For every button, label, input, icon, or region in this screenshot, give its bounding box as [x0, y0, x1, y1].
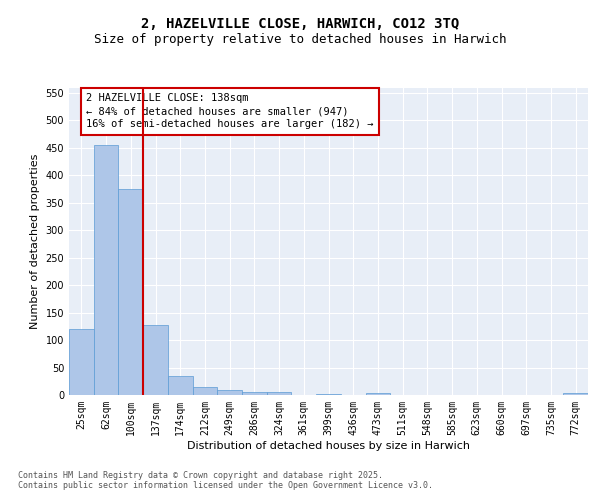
X-axis label: Distribution of detached houses by size in Harwich: Distribution of detached houses by size … — [187, 440, 470, 450]
Text: 2, HAZELVILLE CLOSE, HARWICH, CO12 3TQ: 2, HAZELVILLE CLOSE, HARWICH, CO12 3TQ — [141, 18, 459, 32]
Bar — [563, 393, 588, 395]
Bar — [316, 394, 341, 395]
Bar — [69, 329, 94, 395]
Bar — [193, 388, 217, 395]
Bar — [267, 392, 292, 395]
Bar — [242, 392, 267, 395]
Bar — [365, 394, 390, 395]
Bar — [94, 145, 118, 395]
Bar — [143, 324, 168, 395]
Bar — [217, 390, 242, 395]
Bar — [168, 376, 193, 395]
Text: 2 HAZELVILLE CLOSE: 138sqm
← 84% of detached houses are smaller (947)
16% of sem: 2 HAZELVILLE CLOSE: 138sqm ← 84% of deta… — [86, 93, 373, 130]
Text: Contains HM Land Registry data © Crown copyright and database right 2025.
Contai: Contains HM Land Registry data © Crown c… — [18, 470, 433, 490]
Y-axis label: Number of detached properties: Number of detached properties — [30, 154, 40, 329]
Bar — [118, 189, 143, 395]
Text: Size of property relative to detached houses in Harwich: Size of property relative to detached ho… — [94, 32, 506, 46]
